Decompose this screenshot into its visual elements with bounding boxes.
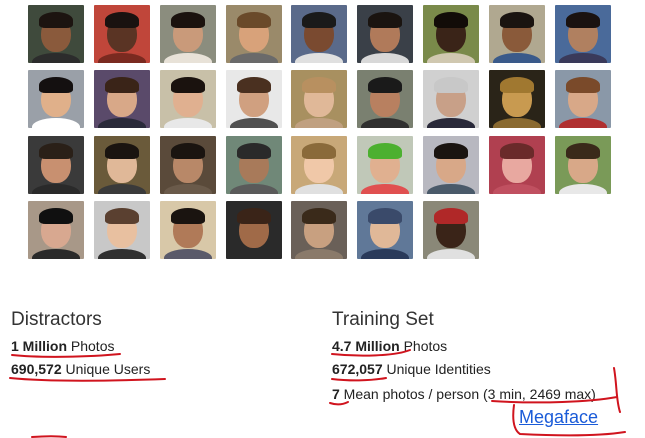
training-mean-label: Mean photos / person (3 min, 2469 max)	[339, 386, 596, 402]
training-identities-stat: 672,057 Unique Identities	[332, 361, 491, 377]
face-photo	[28, 136, 84, 194]
face-photo	[160, 5, 216, 63]
face-photo	[555, 136, 611, 194]
face-photo	[489, 70, 545, 128]
bracket-megaface	[512, 404, 626, 437]
face-photo	[423, 5, 479, 63]
face-photo	[291, 136, 347, 194]
underline-672057	[331, 377, 387, 382]
face-photo	[555, 70, 611, 128]
training-photos-stat: 4.7 Million Photos	[332, 338, 447, 354]
face-photo	[489, 5, 545, 63]
training-mean-stat: 7 Mean photos / person (3 min, 2469 max)	[332, 386, 596, 402]
face-photo	[291, 201, 347, 259]
face-photo	[94, 5, 150, 63]
distractors-photos-stat: 1 Million Photos	[11, 338, 114, 354]
face-photo	[357, 201, 413, 259]
distractors-heading: Distractors	[11, 309, 102, 330]
megaface-link[interactable]: Megaface	[519, 407, 599, 427]
bracket-right-vertical	[613, 367, 621, 413]
training-identities-count: 672,057	[332, 361, 383, 377]
face-photo	[28, 70, 84, 128]
face-photo	[423, 70, 479, 128]
face-photo	[226, 136, 282, 194]
training-photos-label: Photos	[399, 338, 448, 354]
face-photo	[160, 136, 216, 194]
face-photo	[226, 70, 282, 128]
face-photo	[291, 70, 347, 128]
distractors-photos-count: 1 Million	[11, 338, 67, 354]
training-photos-count: 4.7 Million	[332, 338, 400, 354]
distractors-users-stat: 690,572 Unique Users	[11, 361, 150, 377]
underline-690572-users	[9, 377, 166, 382]
face-photo	[489, 136, 545, 194]
face-photo	[555, 5, 611, 63]
distractors-users-count: 690,572	[11, 361, 62, 377]
face-photo	[160, 70, 216, 128]
face-photo	[423, 201, 479, 259]
face-photo	[94, 136, 150, 194]
face-photo	[357, 5, 413, 63]
face-photo	[357, 136, 413, 194]
distractors-users-label: Unique Users	[61, 361, 151, 377]
underline-min-max	[491, 396, 618, 404]
training-set-heading: Training Set	[332, 309, 434, 330]
distractors-photos-label: Photos	[67, 338, 115, 354]
face-photo	[226, 201, 282, 259]
training-identities-label: Unique Identities	[382, 361, 491, 377]
training-mean-count: 7	[332, 386, 340, 402]
underline-1-million	[11, 353, 121, 358]
face-photo	[291, 5, 347, 63]
bottom-left-stroke	[31, 435, 67, 438]
face-photo	[160, 201, 216, 259]
face-photo	[94, 201, 150, 259]
face-photo	[28, 201, 84, 259]
face-photo	[226, 5, 282, 63]
face-photo	[357, 70, 413, 128]
face-photo	[94, 70, 150, 128]
face-photo	[423, 136, 479, 194]
face-photo	[28, 5, 84, 63]
face-photo-grid	[28, 5, 611, 259]
underline-7-mean	[329, 401, 349, 406]
underline-4-7-million	[331, 349, 411, 357]
